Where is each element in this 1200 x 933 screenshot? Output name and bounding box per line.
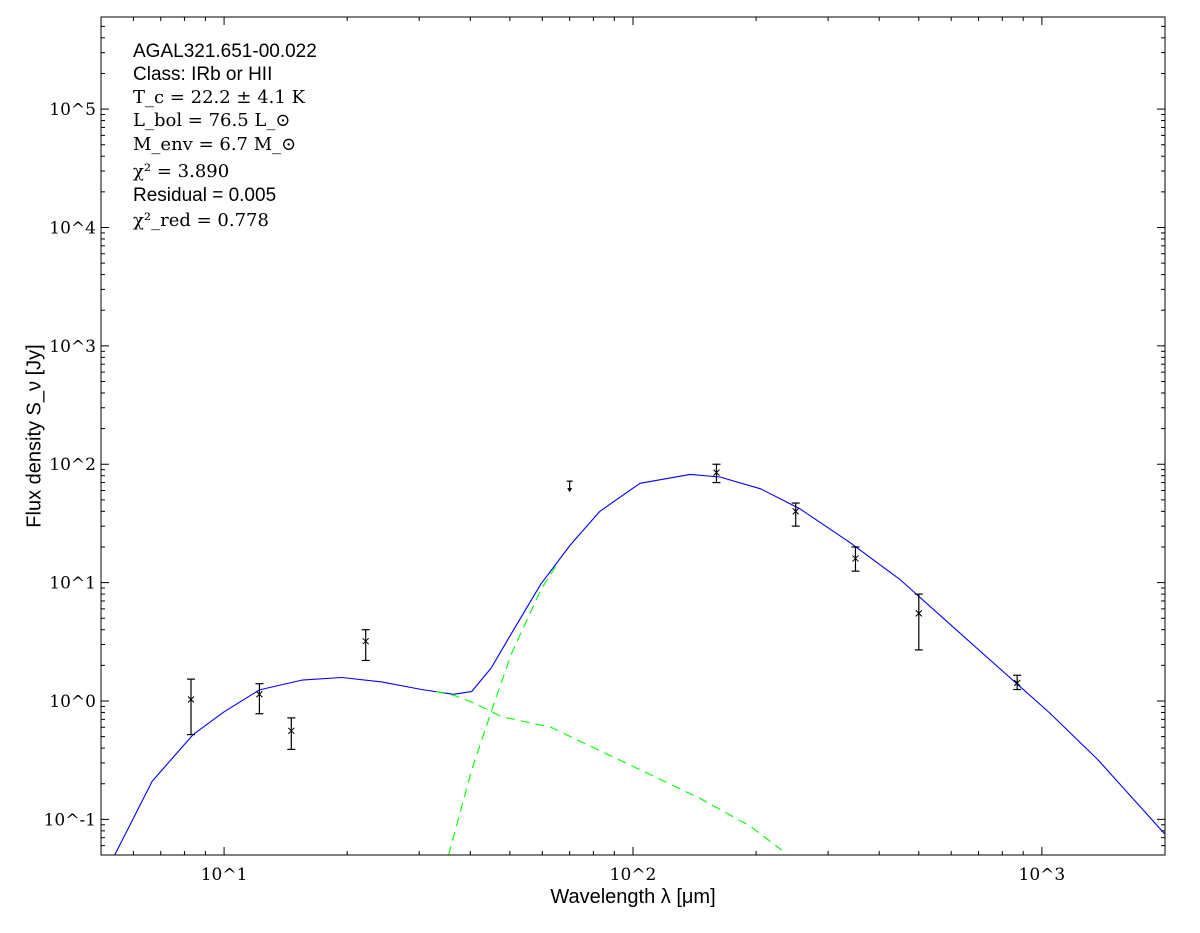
y-axis-label: Flux density S_ν [Jy] [23,344,46,528]
data-point-marker [256,690,263,698]
x-tick-label: 10^2 [610,865,657,885]
data-point-marker [362,637,370,645]
data-points [187,463,1022,750]
y-tick-label: 10^4 [49,218,96,238]
data-point-marker [287,727,295,735]
y-tick-label: 10^3 [49,337,96,357]
annotation-chi2: χ² = 3.890 [133,161,230,182]
annotation-lbol: L_bol = 76.5 L_⊙ [133,110,291,131]
y-tick-label: 10^2 [49,455,96,475]
annotation-chi2red: χ²_red = 0.778 [133,210,269,231]
annotation-menv: M_env = 6.7 M_⊙ [133,134,297,155]
y-tick-label: 10^0 [49,692,96,712]
x-axis-label: Wavelength λ [μm] [550,886,716,908]
annotation-class: Class: IRb or HII [133,64,273,85]
data-point-marker [187,696,195,703]
data-point-marker [852,555,859,562]
component-dashed-line [448,565,557,855]
upper-limit-arrow [567,488,573,493]
y-tick-label: 10^1 [49,574,96,594]
y-tick-label: 10^5 [49,100,96,120]
data-point-marker [792,507,800,515]
component-dashed-line [435,691,783,851]
total-model-line [114,473,1165,855]
x-tick-label: 10^1 [201,865,248,885]
data-point-marker [1013,679,1021,687]
data-point-marker [915,609,923,617]
data-point-marker [713,469,720,476]
y-tick-label: 10^-1 [44,810,96,830]
x-tick-label: 10^3 [1019,865,1066,885]
axis-ticks: 10^1 10^2 10^3 10^-1 10^0 10^1 10^2 10^3 10^4 10^… [44,16,1166,885]
model-curves [114,473,1165,855]
annotation-tc: T_c = 22.2 ± 4.1 K [133,87,306,108]
annotation-residual: Residual = 0.005 [133,185,277,206]
annotation-source: AGAL321.651-00.022 [133,41,317,62]
